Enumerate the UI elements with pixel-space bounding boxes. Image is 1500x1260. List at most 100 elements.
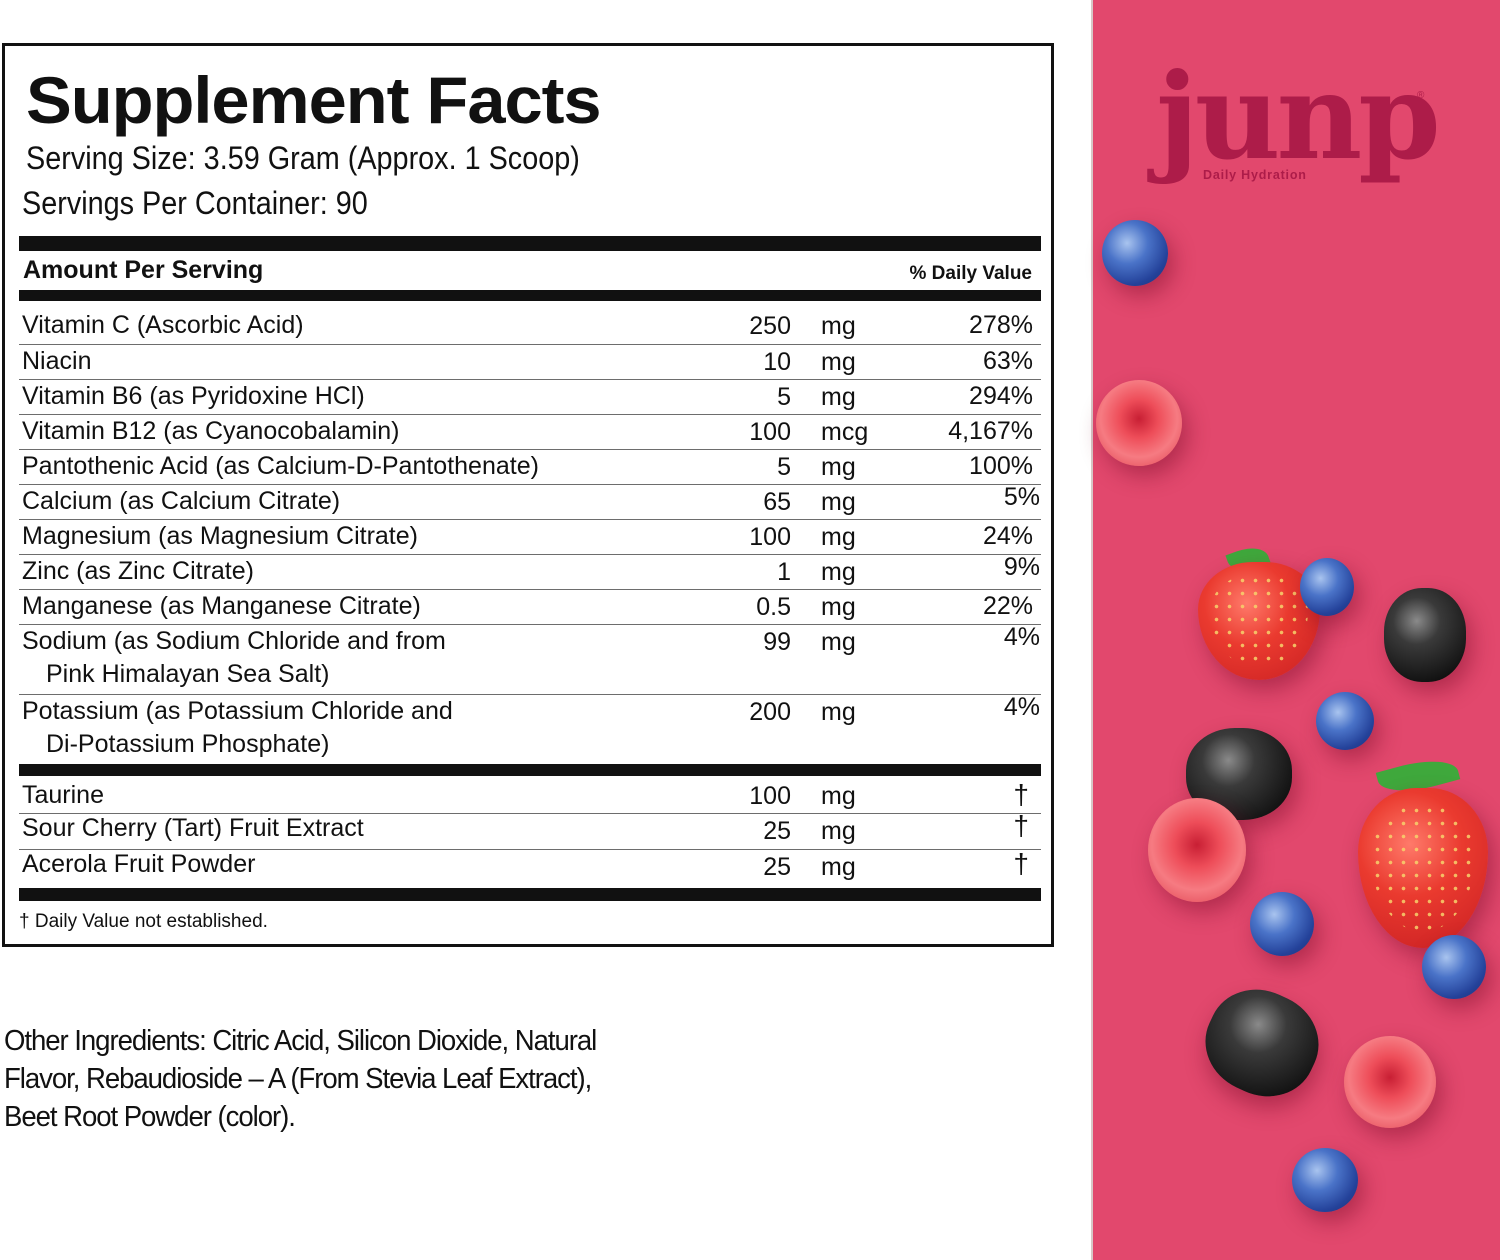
dagger-mark: † xyxy=(1013,779,1029,810)
nutrient-unit: mg xyxy=(821,628,856,656)
active-name: Sour Cherry (Tart) Fruit Extract xyxy=(22,814,364,842)
nutrient-daily-value: 294% xyxy=(969,382,1033,410)
raspberry-icon xyxy=(1096,380,1182,466)
dagger-mark: † xyxy=(1013,848,1029,879)
other-actives-table: Taurine 100 mg † Sour Cherry (Tart) Frui… xyxy=(19,779,1041,886)
nutrient-amount: 5 xyxy=(777,453,791,481)
nutrient-row: Vitamin C (Ascorbic Acid) 250 mg 278% xyxy=(19,309,1041,345)
nutrient-amount: 200 xyxy=(749,698,791,726)
raspberry-icon xyxy=(1148,798,1246,902)
active-amount: 100 xyxy=(749,782,791,810)
active-unit: mg xyxy=(821,853,856,881)
nutrient-unit: mg xyxy=(821,593,856,621)
nutrient-row: Manganese (as Manganese Citrate) 0.5 mg … xyxy=(19,590,1041,625)
nutrient-row: Calcium (as Calcium Citrate) 65 mg 5% xyxy=(19,483,1041,520)
nutrient-name: Calcium (as Calcium Citrate) xyxy=(22,487,341,515)
nutrient-unit: mcg xyxy=(821,418,869,446)
nutrient-name: Zinc (as Zinc Citrate) xyxy=(22,557,254,585)
blueberry-icon xyxy=(1316,692,1374,750)
nutrient-name-continued: Pink Himalayan Sea Salt) xyxy=(46,660,330,688)
active-row: Acerola Fruit Powder 25 mg † xyxy=(19,848,1041,886)
nutrient-amount: 65 xyxy=(763,488,791,516)
other-ingredients: Other Ingredients: Citric Acid, Silicon … xyxy=(4,1022,669,1136)
daily-value-header: % Daily Value xyxy=(909,263,1032,284)
nutrient-daily-value: 4,167% xyxy=(948,417,1033,445)
other-ingredients-line: Other Ingredients: Citric Acid, Silicon … xyxy=(4,1025,597,1057)
brand-logo: junp xyxy=(1156,47,1441,186)
amount-per-serving-header: Amount Per Serving xyxy=(23,256,264,284)
active-name: Taurine xyxy=(22,781,104,809)
nutrient-daily-value: 9% xyxy=(1003,553,1040,581)
other-ingredients-line: Beet Root Powder (color). xyxy=(4,1101,296,1133)
blueberry-icon xyxy=(1250,892,1314,956)
nutrient-daily-value: 5% xyxy=(1003,483,1040,511)
nutrient-name: Magnesium (as Magnesium Citrate) xyxy=(22,522,418,550)
strawberry-icon xyxy=(1198,562,1320,680)
nutrient-row: Zinc (as Zinc Citrate) 1 mg 9% xyxy=(19,553,1041,590)
active-unit: mg xyxy=(821,782,856,810)
thick-divider xyxy=(19,764,1041,776)
serving-size: Serving Size: 3.59 Gram (Approx. 1 Scoop… xyxy=(26,140,580,176)
nutrient-name: Niacin xyxy=(22,347,92,375)
raspberry-icon xyxy=(1344,1036,1436,1128)
nutrient-name: Vitamin B6 (as Pyridoxine HCl) xyxy=(22,382,365,410)
nutrient-unit: mg xyxy=(821,383,856,411)
blueberry-icon xyxy=(1300,558,1354,616)
nutrient-unit: mg xyxy=(821,523,856,551)
nutrient-row: Sodium (as Sodium Chloride and from Pink… xyxy=(19,623,1041,695)
nutrient-row: Potassium (as Potassium Chloride and Di-… xyxy=(19,693,1041,765)
supplement-facts-panel xyxy=(2,43,1054,947)
thick-divider xyxy=(19,236,1041,251)
nutrient-unit: mg xyxy=(821,488,856,516)
nutrient-daily-value: 4% xyxy=(1003,623,1040,651)
thick-divider xyxy=(19,290,1041,301)
daily-value-footnote: † Daily Value not established. xyxy=(19,911,268,932)
nutrient-unit: mg xyxy=(821,312,856,340)
nutrient-unit: mg xyxy=(821,698,856,726)
nutrient-amount: 250 xyxy=(749,312,791,340)
nutrient-name-continued: Di-Potassium Phosphate) xyxy=(46,730,330,758)
nutrient-unit: mg xyxy=(821,453,856,481)
nutrient-name: Vitamin B12 (as Cyanocobalamin) xyxy=(22,417,400,445)
nutrient-daily-value: 24% xyxy=(982,522,1033,550)
active-row: Taurine 100 mg † xyxy=(19,779,1041,814)
nutrient-daily-value: 100% xyxy=(969,452,1033,480)
registered-mark: ® xyxy=(1417,90,1425,101)
nutrient-unit: mg xyxy=(821,558,856,586)
nutrient-row: Pantothenic Acid (as Calcium-D-Pantothen… xyxy=(19,450,1041,485)
nutrient-amount: 5 xyxy=(777,383,791,411)
active-amount: 25 xyxy=(763,853,791,881)
blueberry-icon xyxy=(1102,220,1168,286)
nutrient-daily-value: 63% xyxy=(982,347,1033,375)
blueberry-icon xyxy=(1292,1148,1358,1212)
nutrient-daily-value: 22% xyxy=(982,592,1033,620)
nutrient-row: Magnesium (as Magnesium Citrate) 100 mg … xyxy=(19,520,1041,555)
nutrient-name: Manganese (as Manganese Citrate) xyxy=(22,592,421,620)
active-name: Acerola Fruit Powder xyxy=(22,850,256,878)
thick-divider xyxy=(19,888,1041,901)
nutrient-row: Vitamin B6 (as Pyridoxine HCl) 5 mg 294% xyxy=(19,380,1041,415)
facts-title: Supplement Facts xyxy=(26,63,602,137)
nutrient-table: Vitamin C (Ascorbic Acid) 250 mg 278% Ni… xyxy=(19,309,1041,765)
nutrient-row: Vitamin B12 (as Cyanocobalamin) 100 mcg … xyxy=(19,415,1041,450)
nutrient-amount: 100 xyxy=(749,523,791,551)
nutrient-daily-value: 4% xyxy=(1003,693,1040,721)
nutrient-name: Vitamin C (Ascorbic Acid) xyxy=(22,311,304,339)
servings-per-container: Servings Per Container: 90 xyxy=(22,185,368,221)
blueberry-icon xyxy=(1422,935,1486,999)
active-row: Sour Cherry (Tart) Fruit Extract 25 mg † xyxy=(19,810,1041,850)
strawberry-icon xyxy=(1358,788,1488,948)
active-unit: mg xyxy=(821,817,856,845)
nutrient-daily-value: 278% xyxy=(969,311,1033,339)
nutrient-row: Niacin 10 mg 63% xyxy=(19,345,1041,380)
other-ingredients-line: Flavor, Rebaudioside – A (From Stevia Le… xyxy=(4,1063,592,1095)
brand-tagline: Daily Hydration xyxy=(1203,168,1307,182)
active-amount: 25 xyxy=(763,817,791,845)
nutrient-name: Potassium (as Potassium Chloride and xyxy=(22,697,453,725)
nutrient-amount: 0.5 xyxy=(756,593,791,621)
blackberry-icon xyxy=(1384,588,1466,682)
nutrient-name: Sodium (as Sodium Chloride and from xyxy=(22,627,446,655)
nutrient-amount: 99 xyxy=(763,628,791,656)
dagger-mark: † xyxy=(1013,810,1029,841)
nutrient-name: Pantothenic Acid (as Calcium-D-Pantothen… xyxy=(22,452,539,480)
